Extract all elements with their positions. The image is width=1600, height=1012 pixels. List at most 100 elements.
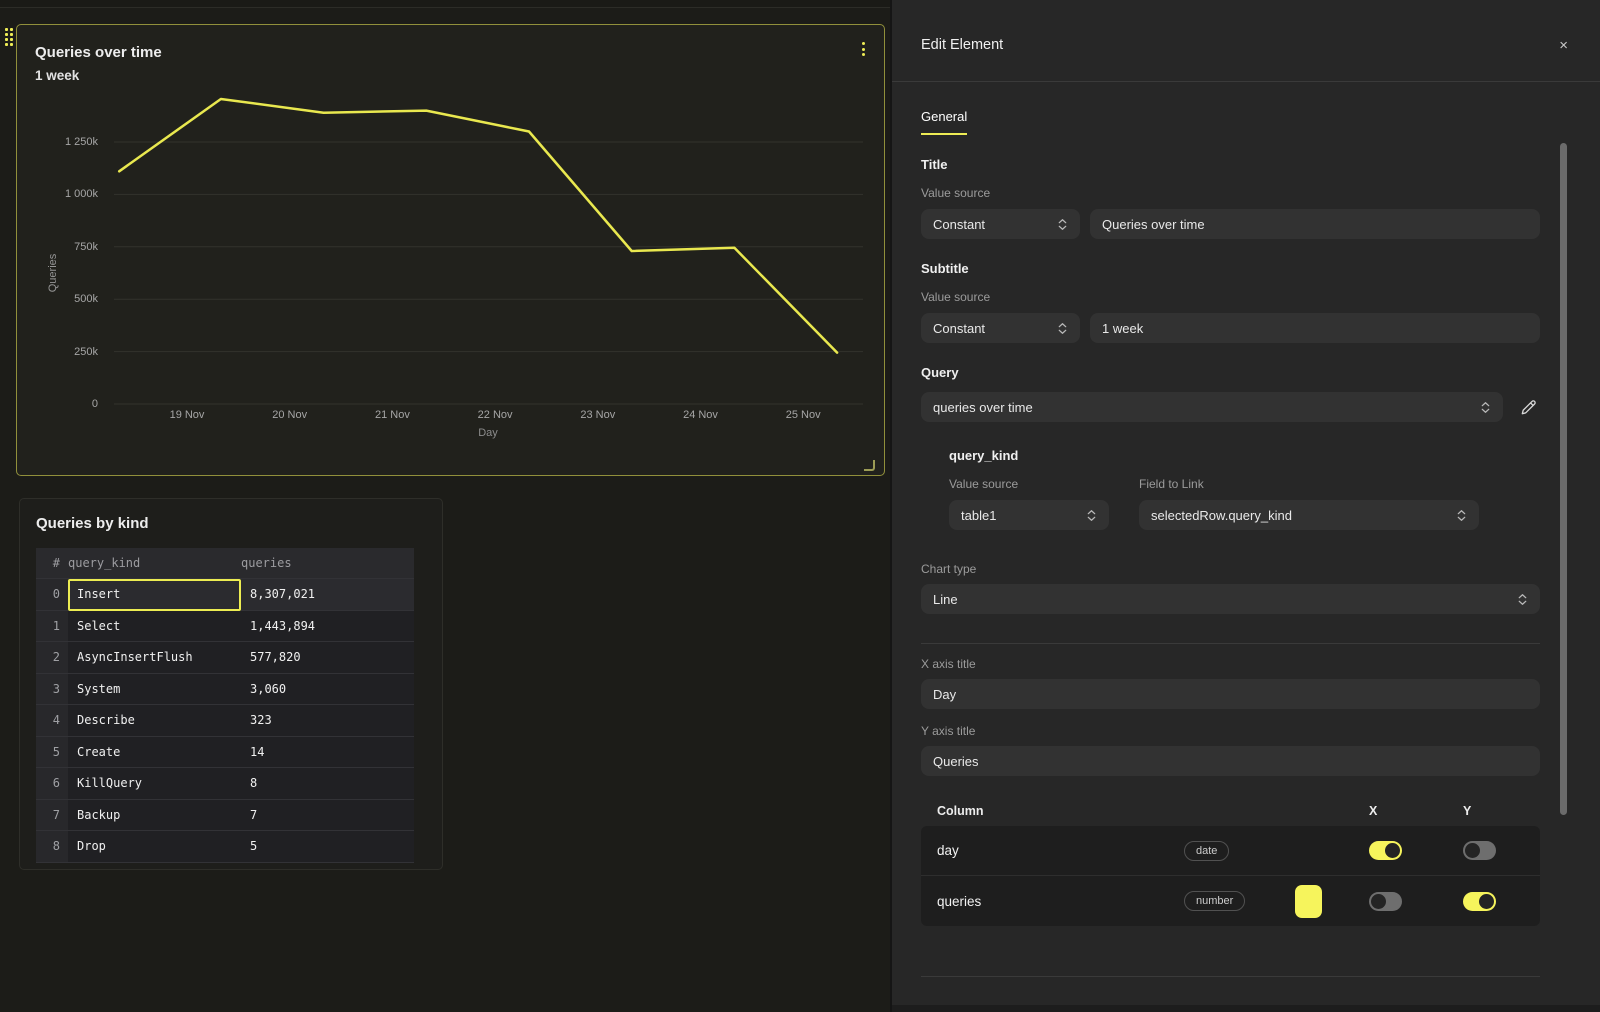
queries-count-cell[interactable]: 5 bbox=[241, 831, 414, 863]
day-y-toggle[interactable] bbox=[1463, 841, 1496, 860]
tab-general[interactable]: General bbox=[921, 109, 968, 135]
subtitle-section-heading: Subtitle bbox=[921, 261, 969, 276]
table-row: 5 Create 14 bbox=[36, 736, 414, 768]
y-tick-label: 750k bbox=[74, 240, 98, 253]
chevron-updown-icon bbox=[1058, 218, 1067, 230]
field-to-link-label: Field to Link bbox=[1139, 477, 1204, 491]
query-kind-cell[interactable]: Drop bbox=[68, 831, 241, 863]
editor-content: Title Value source Constant Subtitle Val… bbox=[892, 135, 1600, 977]
panel-drag-handle-icon[interactable] bbox=[5, 28, 13, 46]
x-tick-label: 19 Nov bbox=[169, 409, 205, 421]
columns-header-y: Y bbox=[1463, 804, 1472, 818]
query-kind-cell[interactable]: Create bbox=[68, 736, 241, 768]
subtitle-source-select[interactable]: Constant bbox=[921, 313, 1080, 343]
row-index-cell: 4 bbox=[36, 705, 68, 737]
table-row: 0 Insert 8,307,021 bbox=[36, 579, 414, 611]
x-tick-label: 24 Nov bbox=[683, 409, 718, 421]
chevron-updown-icon bbox=[1058, 322, 1067, 334]
y-tick-label: 250k bbox=[74, 345, 98, 358]
queries-count-cell[interactable]: 1,443,894 bbox=[241, 610, 414, 642]
title-value-input[interactable] bbox=[1090, 209, 1540, 239]
table-panel-title: Queries by kind bbox=[36, 515, 149, 532]
table-header-row: # query_kind queries bbox=[36, 548, 414, 579]
chevron-updown-icon bbox=[1087, 509, 1096, 521]
query-kind-cell[interactable]: Insert bbox=[68, 579, 241, 611]
table-panel: Queries by kind # query_kind queries 0 Inser… bbox=[19, 498, 443, 870]
close-icon[interactable]: × bbox=[1555, 34, 1572, 57]
y-axis-title-input[interactable] bbox=[921, 746, 1540, 776]
table-row: 1 Select 1,443,894 bbox=[36, 610, 414, 642]
table-row: 4 Describe 323 bbox=[36, 705, 414, 737]
x-tick-label: 22 Nov bbox=[477, 409, 513, 421]
queries-count-cell[interactable]: 323 bbox=[241, 705, 414, 737]
series-color-swatch[interactable] bbox=[1295, 884, 1322, 918]
y-tick-label: 0 bbox=[91, 398, 98, 410]
queries-count-cell[interactable]: 8 bbox=[241, 768, 414, 800]
title-source-value: Constant bbox=[933, 216, 986, 232]
row-index-cell: 1 bbox=[36, 610, 68, 642]
queries-count-cell[interactable]: 8,307,021 bbox=[241, 579, 414, 611]
query-kind-cell[interactable]: Select bbox=[68, 610, 241, 642]
query-kind-cell[interactable]: AsyncInsertFlush bbox=[68, 642, 241, 674]
column-config-row: day date bbox=[921, 826, 1540, 876]
y-axis-title-label: Y axis title bbox=[921, 724, 976, 738]
queries-count-cell[interactable]: 577,820 bbox=[241, 642, 414, 674]
chart-type-label: Chart type bbox=[921, 562, 977, 576]
kebab-menu-icon[interactable] bbox=[857, 37, 870, 61]
table-row: 2 AsyncInsertFlush 577,820 bbox=[36, 642, 414, 674]
columns-header-x: X bbox=[1369, 804, 1378, 818]
query-kind-cell[interactable]: KillQuery bbox=[68, 768, 241, 800]
queries-y-toggle[interactable] bbox=[1463, 891, 1496, 911]
param-source-value: table1 bbox=[961, 507, 997, 523]
query-kind-cell[interactable]: System bbox=[68, 673, 241, 705]
columns-table-header: Column X Y bbox=[921, 796, 1540, 826]
edit-query-button[interactable] bbox=[1517, 396, 1540, 419]
top-divider bbox=[0, 0, 890, 8]
table-column-header: query_kind bbox=[68, 548, 241, 579]
query-kind-cell[interactable]: Backup bbox=[68, 799, 241, 831]
editor-tabs: General bbox=[921, 108, 1600, 135]
subtitle-value-source-label: Value source bbox=[921, 290, 991, 304]
row-index-cell: 8 bbox=[36, 831, 68, 863]
x-axis-title-input[interactable] bbox=[921, 679, 1540, 709]
query-kind-cell[interactable]: Describe bbox=[68, 705, 241, 737]
panel-resize-handle[interactable] bbox=[864, 460, 875, 471]
line-chart bbox=[114, 97, 863, 405]
table-row: 3 System 3,060 bbox=[36, 673, 414, 705]
title-source-select[interactable]: Constant bbox=[921, 209, 1080, 239]
x-tick-label: 25 Nov bbox=[785, 409, 821, 421]
queries-count-cell[interactable]: 7 bbox=[241, 799, 414, 831]
subtitle-value-input[interactable] bbox=[1090, 313, 1540, 343]
query-select[interactable]: queries over time bbox=[921, 392, 1503, 422]
queries-count-cell[interactable]: 3,060 bbox=[241, 673, 414, 705]
row-index-cell: 6 bbox=[36, 768, 68, 800]
queries-x-toggle[interactable] bbox=[1369, 891, 1402, 911]
row-index-cell: 0 bbox=[36, 579, 68, 611]
dashboard-canvas: Queries over time 1 week Queries 0 250k 50… bbox=[0, 0, 890, 1012]
query-section-heading: Query bbox=[921, 365, 959, 380]
scrollbar-thumb[interactable] bbox=[1560, 143, 1567, 815]
chart-type-select[interactable]: Line bbox=[921, 584, 1540, 614]
table-row: 6 KillQuery 8 bbox=[36, 768, 414, 800]
chart-subtitle: 1 week bbox=[35, 68, 80, 83]
queries-by-kind-table: # query_kind queries 0 Insert 8,307,021 1 Selec… bbox=[36, 548, 414, 863]
day-x-toggle[interactable] bbox=[1369, 841, 1402, 860]
chart-panel[interactable]: Queries over time 1 week Queries 0 250k 50… bbox=[16, 24, 885, 476]
queries-count-cell[interactable]: 14 bbox=[241, 736, 414, 768]
field-to-link-select[interactable]: selectedRow.query_kind bbox=[1139, 500, 1479, 530]
title-value-source-label: Value source bbox=[921, 186, 991, 200]
y-tick-label: 1 250k bbox=[64, 136, 98, 148]
query-param-heading: query_kind bbox=[949, 448, 1019, 463]
pencil-icon bbox=[1521, 399, 1536, 414]
y-tick-label: 1 000k bbox=[64, 188, 98, 201]
x-axis-title: Day bbox=[478, 427, 498, 439]
chevron-updown-icon bbox=[1457, 509, 1466, 521]
table-row: 8 Drop 5 bbox=[36, 831, 414, 863]
param-source-select[interactable]: table1 bbox=[949, 500, 1109, 530]
table-row: 7 Backup 7 bbox=[36, 799, 414, 831]
param-value-source-label: Value source bbox=[949, 477, 1019, 491]
chart-title: Queries over time bbox=[35, 44, 162, 61]
y-tick-label: 500k bbox=[74, 293, 98, 306]
row-index-cell: 3 bbox=[36, 673, 68, 705]
